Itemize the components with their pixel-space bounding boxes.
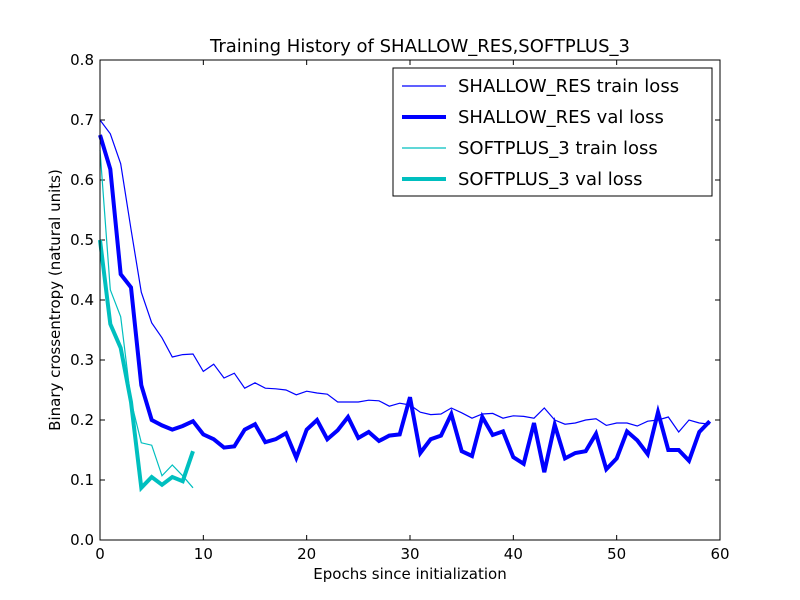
series-line-4 bbox=[98, 239, 195, 493]
series-layer bbox=[98, 119, 712, 493]
y-tick-label: 0.5 bbox=[70, 231, 94, 249]
series-line-1 bbox=[99, 119, 710, 433]
x-axis: 0 10 20 30 40 50 60 bbox=[95, 60, 730, 563]
chart-title: Training History of SHALLOW_RES,SOFTPLUS… bbox=[209, 36, 630, 57]
x-tick-label: 50 bbox=[607, 545, 626, 563]
legend-label: SOFTPLUS_3 val loss bbox=[458, 169, 643, 190]
x-tick-label: 10 bbox=[194, 545, 213, 563]
x-axis-label: Epochs since initialization bbox=[313, 565, 506, 583]
x-tick-label: 20 bbox=[297, 545, 316, 563]
legend: SHALLOW_RES train loss SHALLOW_RES val lo… bbox=[392, 67, 713, 197]
y-tick-label: 0.0 bbox=[70, 531, 94, 549]
legend-box bbox=[392, 67, 713, 197]
y-tick-label: 0.1 bbox=[70, 471, 94, 489]
legend-label: SOFTPLUS_3 train loss bbox=[458, 138, 658, 159]
y-tick-label: 0.3 bbox=[70, 351, 94, 369]
x-tick-label: 60 bbox=[710, 545, 729, 563]
y-tick-label: 0.6 bbox=[70, 171, 94, 189]
plot-frame bbox=[99, 59, 721, 541]
y-axis-label: Binary crossentropy (natural units) bbox=[46, 169, 64, 431]
legend-label: SHALLOW_RES val loss bbox=[458, 107, 664, 128]
y-tick-label: 0.2 bbox=[70, 411, 94, 429]
y-tick-label: 0.7 bbox=[70, 111, 94, 129]
series-line-2 bbox=[98, 134, 712, 474]
y-axis: 0.0 0.1 0.2 0.3 0.4 0.5 0.6 0.7 0.8 bbox=[70, 51, 720, 549]
x-tick-label: 40 bbox=[504, 545, 523, 563]
x-tick-label: 30 bbox=[400, 545, 419, 563]
y-tick-label: 0.8 bbox=[70, 51, 94, 69]
x-tick-label: 0 bbox=[95, 545, 105, 563]
y-tick-label: 0.4 bbox=[70, 291, 94, 309]
series-line-3 bbox=[99, 149, 194, 489]
legend-label: SHALLOW_RES train loss bbox=[458, 76, 679, 97]
